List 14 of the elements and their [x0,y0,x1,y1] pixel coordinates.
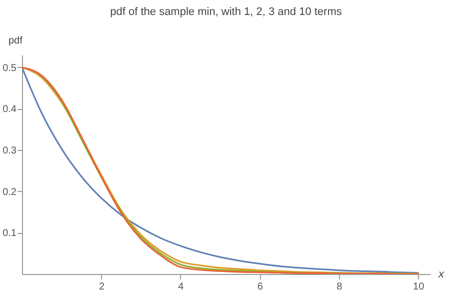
line-series [22,66,419,274]
chart-title: pdf of the sample min, with 1, 2, 3 and 10 terms [110,6,342,18]
y-axis-title: pdf [8,36,23,46]
y-tick-label: 0.3 [2,146,17,157]
x-tick-label: 8 [336,282,343,292]
x-tick-label: 10 [413,282,425,292]
y-tick-label: 0.4 [2,104,17,116]
y-tick-label: 0.5 [2,62,17,74]
x-tick-label: 2 [98,282,105,292]
x-tick-label: 6 [257,282,264,292]
x-axis-title: x [438,268,444,280]
y-tick-label: 0.1 [2,228,17,240]
x-tick-label: 4 [178,282,184,292]
y-tick-label: 0.2 [2,186,17,198]
